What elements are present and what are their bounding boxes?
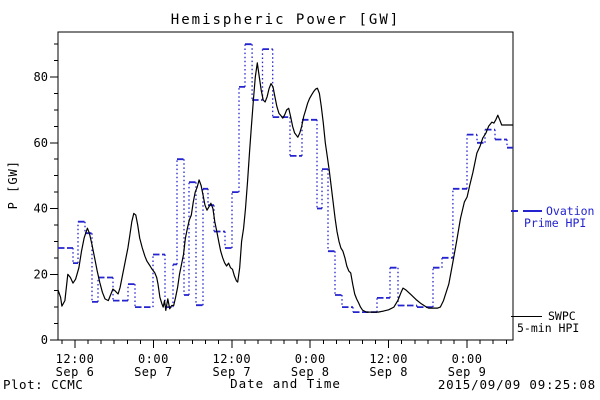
y-tick-label: 40 [34, 202, 48, 216]
legend-swpc: SWPC 5-min HPI [511, 310, 579, 334]
y-tick-label: 20 [34, 267, 48, 281]
plot-box [57, 31, 514, 341]
footer-timestamp: 2015/09/09 09:25:08 [437, 377, 596, 392]
x-tick-date-label: Sep 9 [448, 365, 487, 379]
x-tick-time-label: 0:00 [138, 352, 169, 366]
x-tick-time-label: 12:00 [369, 352, 408, 366]
swpc-line-icon [511, 315, 542, 317]
y-tick-label: 80 [34, 70, 48, 84]
legend-ovation-line2: Prime HPI [524, 216, 587, 230]
x-tick-time-label: 0:00 [295, 352, 326, 366]
legend-ovation: Ovation Prime HPI [511, 205, 594, 229]
ovation-series-vertical-connectors [72, 44, 508, 313]
swpc-series [57, 62, 513, 313]
x-tick-date-label: Sep 6 [56, 365, 95, 379]
y-tick-label: 60 [34, 136, 48, 150]
footer-x-axis-title: Date and Time [230, 376, 341, 391]
legend-swpc-line1: SWPC [548, 309, 576, 323]
x-tick-date-label: Sep 8 [369, 365, 408, 379]
x-tick-time-label: 0:00 [452, 352, 483, 366]
chart-title: Hemispheric Power [GW] [170, 12, 401, 28]
x-tick-time-label: 12:00 [56, 352, 95, 366]
x-tick-date-label: Sep 7 [213, 365, 252, 379]
legend-ovation-line1: Ovation [546, 204, 595, 218]
ovation-dash-icon [511, 210, 518, 212]
y-tick-label: 0 [41, 333, 48, 347]
ovation-dash-icon [523, 210, 542, 212]
x-tick-date-label: Sep 7 [134, 365, 173, 379]
legend-swpc-line2: 5-min HPI [517, 321, 580, 335]
ovation-series [58, 43, 513, 313]
x-tick-time-label: 12:00 [213, 352, 252, 366]
footer-plot-source: Plot: CCMC [3, 377, 84, 392]
x-tick-date-label: Sep 8 [291, 365, 330, 379]
